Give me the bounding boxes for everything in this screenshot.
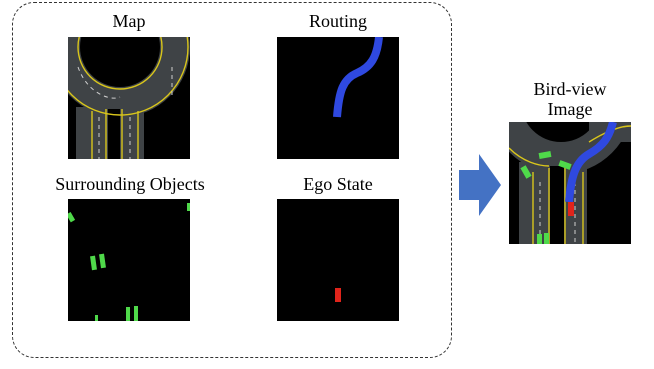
right-arrow-icon bbox=[459, 154, 501, 221]
ego-state-title: Ego State bbox=[303, 174, 373, 194]
routing-title: Routing bbox=[308, 11, 367, 31]
ego-state-layer-image bbox=[277, 199, 399, 321]
routing-layer-image bbox=[277, 37, 399, 159]
bird-view-image bbox=[509, 122, 631, 244]
bird-view-title-line1: Bird-view bbox=[533, 79, 607, 99]
surrounding-objects-layer-image bbox=[68, 199, 190, 321]
input-layers-group bbox=[12, 2, 452, 358]
bird-view-title-line2: Image bbox=[547, 99, 593, 119]
surrounding-objects-title: Surrounding Objects bbox=[55, 174, 205, 194]
map-title: Map bbox=[112, 11, 146, 31]
map-layer-image bbox=[68, 37, 190, 159]
